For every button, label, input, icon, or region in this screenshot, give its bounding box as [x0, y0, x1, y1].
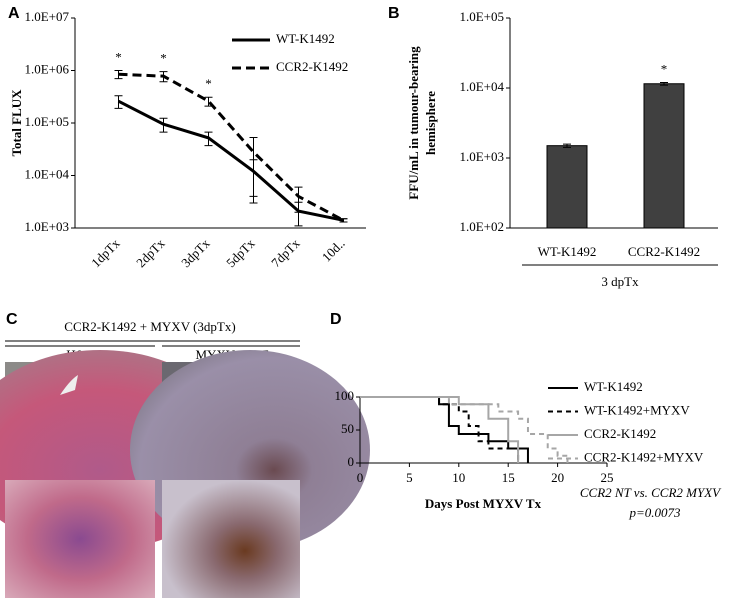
- panel-letter: C: [6, 311, 18, 328]
- y-tick-label: 1.0E+04: [459, 79, 504, 94]
- y-axis-label: Total FLUX: [9, 89, 24, 157]
- error-bar: [114, 95, 123, 109]
- bar: [546, 145, 588, 229]
- error-bar: [563, 143, 571, 148]
- error-bar: [339, 218, 348, 223]
- panel-letter: A: [8, 5, 20, 22]
- y-axis-label: FFU/mL in tumour-bearing hemisphere: [406, 46, 438, 200]
- survival-curve: [360, 396, 569, 463]
- legend-label: WT-K1492: [584, 379, 643, 394]
- legend-label: CCR2-K1492+MYXV: [584, 449, 704, 464]
- error-bar: [114, 70, 123, 80]
- legend-label: WT-K1492+MYXV: [584, 402, 690, 417]
- y-tick-label: 1.0E+04: [24, 166, 69, 181]
- x-tick-label: WT-K1492: [538, 244, 597, 259]
- error-bar: [159, 117, 168, 133]
- y-tick-label: 1.0E+02: [459, 219, 504, 234]
- survival-curve: [360, 396, 520, 463]
- significance-mark: *: [661, 61, 668, 76]
- x-tick-label: 2dpTx: [133, 235, 168, 270]
- x-tick-label: 10d..: [319, 236, 348, 265]
- y-tick-label: 0: [348, 454, 355, 469]
- y-tick-label: 1.0E+05: [24, 114, 69, 129]
- survival-curve: [360, 396, 520, 463]
- tissue-tear: [60, 375, 78, 395]
- legend-label: CCR2-K1492: [584, 426, 656, 441]
- x-tick-label: 0: [357, 470, 364, 485]
- error-bar: [249, 136, 258, 204]
- legend-label: WT-K1492: [276, 31, 335, 46]
- panel-title: CCR2-K1492 + MYXV (3dpTx): [64, 319, 235, 334]
- y-tick-label: 1.0E+03: [459, 149, 504, 164]
- x-tick-label: 20: [551, 470, 564, 485]
- y-tick-label: 100: [335, 388, 355, 403]
- x-tick-label: 15: [502, 470, 515, 485]
- y-tick-label: 1.0E+05: [459, 9, 504, 24]
- bar: [643, 83, 685, 229]
- x-axis-label: 3 dpTx: [601, 274, 639, 289]
- histology-image: [162, 480, 300, 598]
- data-line: [118, 72, 345, 222]
- panel-letter: B: [388, 5, 400, 22]
- error-bar: [204, 96, 213, 107]
- x-axis-label: Days Post MYXV Tx: [425, 496, 542, 511]
- survival-curve: [360, 396, 529, 463]
- error-bar: [159, 71, 168, 83]
- panel-letter: D: [330, 311, 342, 328]
- significance-mark: *: [160, 51, 167, 66]
- y-tick-label: 1.0E+06: [24, 61, 69, 76]
- significance-mark: *: [205, 76, 212, 91]
- histology-image: [5, 480, 155, 598]
- x-tick-label: 3dpTx: [178, 235, 213, 270]
- error-bar: [660, 81, 668, 86]
- y-tick-label: 50: [341, 421, 354, 436]
- error-bar: [204, 131, 213, 147]
- x-tick-label: 7dpTx: [268, 235, 303, 270]
- x-tick-label: 1dpTx: [88, 235, 123, 270]
- x-tick-label: 5dpTx: [223, 235, 258, 270]
- x-tick-label: 10: [452, 470, 465, 485]
- y-tick-label: 1.0E+03: [24, 219, 69, 234]
- error-bar: [294, 186, 303, 213]
- x-tick-label: 5: [406, 470, 413, 485]
- y-tick-label: 1.0E+07: [24, 9, 69, 24]
- x-tick-label: 25: [601, 470, 614, 485]
- significance-mark: *: [115, 49, 122, 64]
- legend-label: CCR2-K1492: [276, 59, 348, 74]
- x-tick-label: CCR2-K1492: [628, 244, 700, 259]
- annotation: p=0.0073: [628, 505, 681, 520]
- data-line: [117, 99, 344, 222]
- annotation: CCR2 NT vs. CCR2 MYXV: [580, 485, 722, 500]
